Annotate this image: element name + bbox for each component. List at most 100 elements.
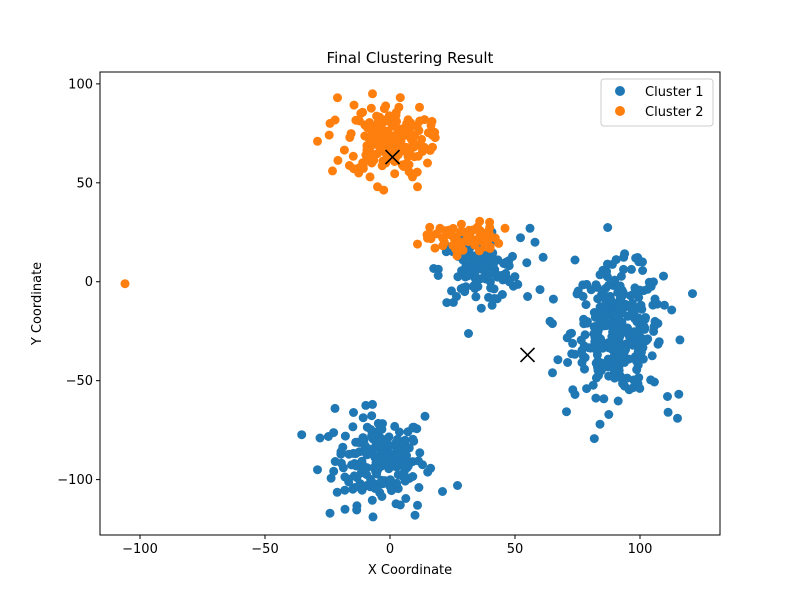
cluster-2-point (392, 116, 401, 126)
cluster-1-point (358, 433, 368, 443)
x-tick-label: −100 (122, 542, 158, 557)
cluster-1-point (647, 351, 657, 361)
cluster-2-point (456, 219, 466, 229)
cluster-1-point (599, 321, 609, 331)
y-tick-label: −100 (57, 473, 93, 488)
cluster-2-point (463, 237, 473, 246)
x-tick-label: −50 (251, 542, 278, 557)
cluster-1-point (641, 313, 650, 322)
cluster-1-point (635, 383, 645, 393)
y-tick-label: −50 (66, 374, 93, 389)
cluster-1-point (563, 358, 573, 367)
cluster-1-point (323, 432, 333, 441)
cluster-2-point (413, 182, 422, 192)
cluster-1-point (577, 345, 587, 355)
cluster-1-point (400, 462, 409, 472)
cluster-1-point (675, 335, 685, 345)
cluster-1-point (570, 349, 580, 359)
cluster-2-point (469, 225, 478, 235)
cluster-1-point (596, 302, 606, 312)
cluster-2-point (408, 172, 417, 182)
cluster-1-point (349, 408, 358, 417)
cluster-2-point (406, 122, 416, 132)
cluster-2-point (423, 233, 432, 243)
cluster-1-point (654, 337, 664, 347)
cluster-2-point (348, 151, 358, 161)
cluster-1-point (457, 266, 467, 276)
legend-marker-cluster-1 (615, 86, 625, 96)
cluster-1-point (615, 371, 625, 381)
cluster-2-point (333, 93, 342, 103)
cluster-1-point (469, 280, 479, 290)
cluster-1-point (442, 298, 452, 308)
cluster-2-point (428, 130, 437, 140)
cluster-1-point (393, 451, 403, 461)
cluster-2-point (438, 233, 448, 243)
cluster-2-point (333, 155, 343, 165)
cluster-1-point (315, 433, 325, 443)
cluster-1-point (592, 332, 601, 342)
cluster-1-point (630, 283, 640, 293)
y-tick-label: 100 (68, 77, 93, 92)
cluster-1-point (336, 447, 346, 457)
cluster-1-point (577, 358, 587, 368)
cluster-2-point (425, 222, 435, 232)
cluster-1-point (604, 410, 614, 419)
cluster-1-point (360, 447, 370, 457)
cluster-1-point (634, 303, 644, 313)
cluster-1-point (404, 473, 414, 483)
cluster-1-point (659, 300, 669, 310)
cluster-2-point (427, 116, 437, 126)
cluster-1-point (456, 284, 466, 294)
cluster-2-point (366, 103, 376, 113)
cluster-1-point (591, 393, 601, 403)
cluster-1-point (370, 484, 380, 493)
cluster-1-point (610, 275, 620, 285)
cluster-1-point (426, 463, 436, 473)
cluster-1-point (589, 322, 599, 332)
cluster-1-point (452, 292, 461, 301)
cluster-1-point (330, 403, 340, 413)
cluster-1-point (553, 355, 563, 365)
cluster-2-point (344, 161, 354, 170)
cluster-1-point (378, 441, 388, 451)
cluster-1-point (362, 422, 372, 432)
cluster-2-point (413, 239, 422, 249)
cluster-1-point (325, 508, 335, 518)
cluster-2-point (480, 242, 490, 252)
cluster-1-point (453, 481, 462, 490)
cluster-1-point (358, 413, 368, 423)
cluster-2-point (376, 142, 386, 152)
cluster-2-point (435, 223, 445, 233)
cluster-2-point (328, 166, 337, 176)
y-axis-ticks: −100 −50 0 50 100 (57, 77, 100, 488)
cluster-2-point (349, 100, 359, 110)
cluster-1-point (408, 434, 418, 444)
cluster-1-point (522, 258, 532, 268)
cluster-1-point (367, 411, 377, 421)
cluster-1-point (606, 294, 615, 304)
cluster-1-point (590, 344, 600, 354)
cluster-1-point (480, 262, 490, 271)
plot-frame (99, 71, 721, 536)
cluster-2-point (414, 126, 424, 136)
cluster-2-point (478, 235, 487, 245)
cluster-2-point (324, 130, 334, 140)
cluster-1-point (548, 368, 557, 378)
cluster-1-point (633, 360, 643, 370)
cluster-1-point (340, 431, 350, 441)
cluster-1-point (413, 500, 422, 510)
cluster-1-point (385, 475, 395, 485)
cluster-2-point (365, 172, 375, 182)
cluster-2-point (373, 182, 382, 192)
cluster-2-point (396, 136, 406, 146)
y-tick-label: 0 (85, 275, 93, 290)
cluster-1-point (646, 375, 656, 385)
cluster-1-point (473, 256, 482, 266)
centroid-marker (519, 347, 536, 363)
cluster-1-point (408, 422, 418, 432)
cluster-1-point (508, 251, 517, 261)
cluster-1-point (377, 492, 387, 501)
cluster-2-point (365, 133, 375, 143)
